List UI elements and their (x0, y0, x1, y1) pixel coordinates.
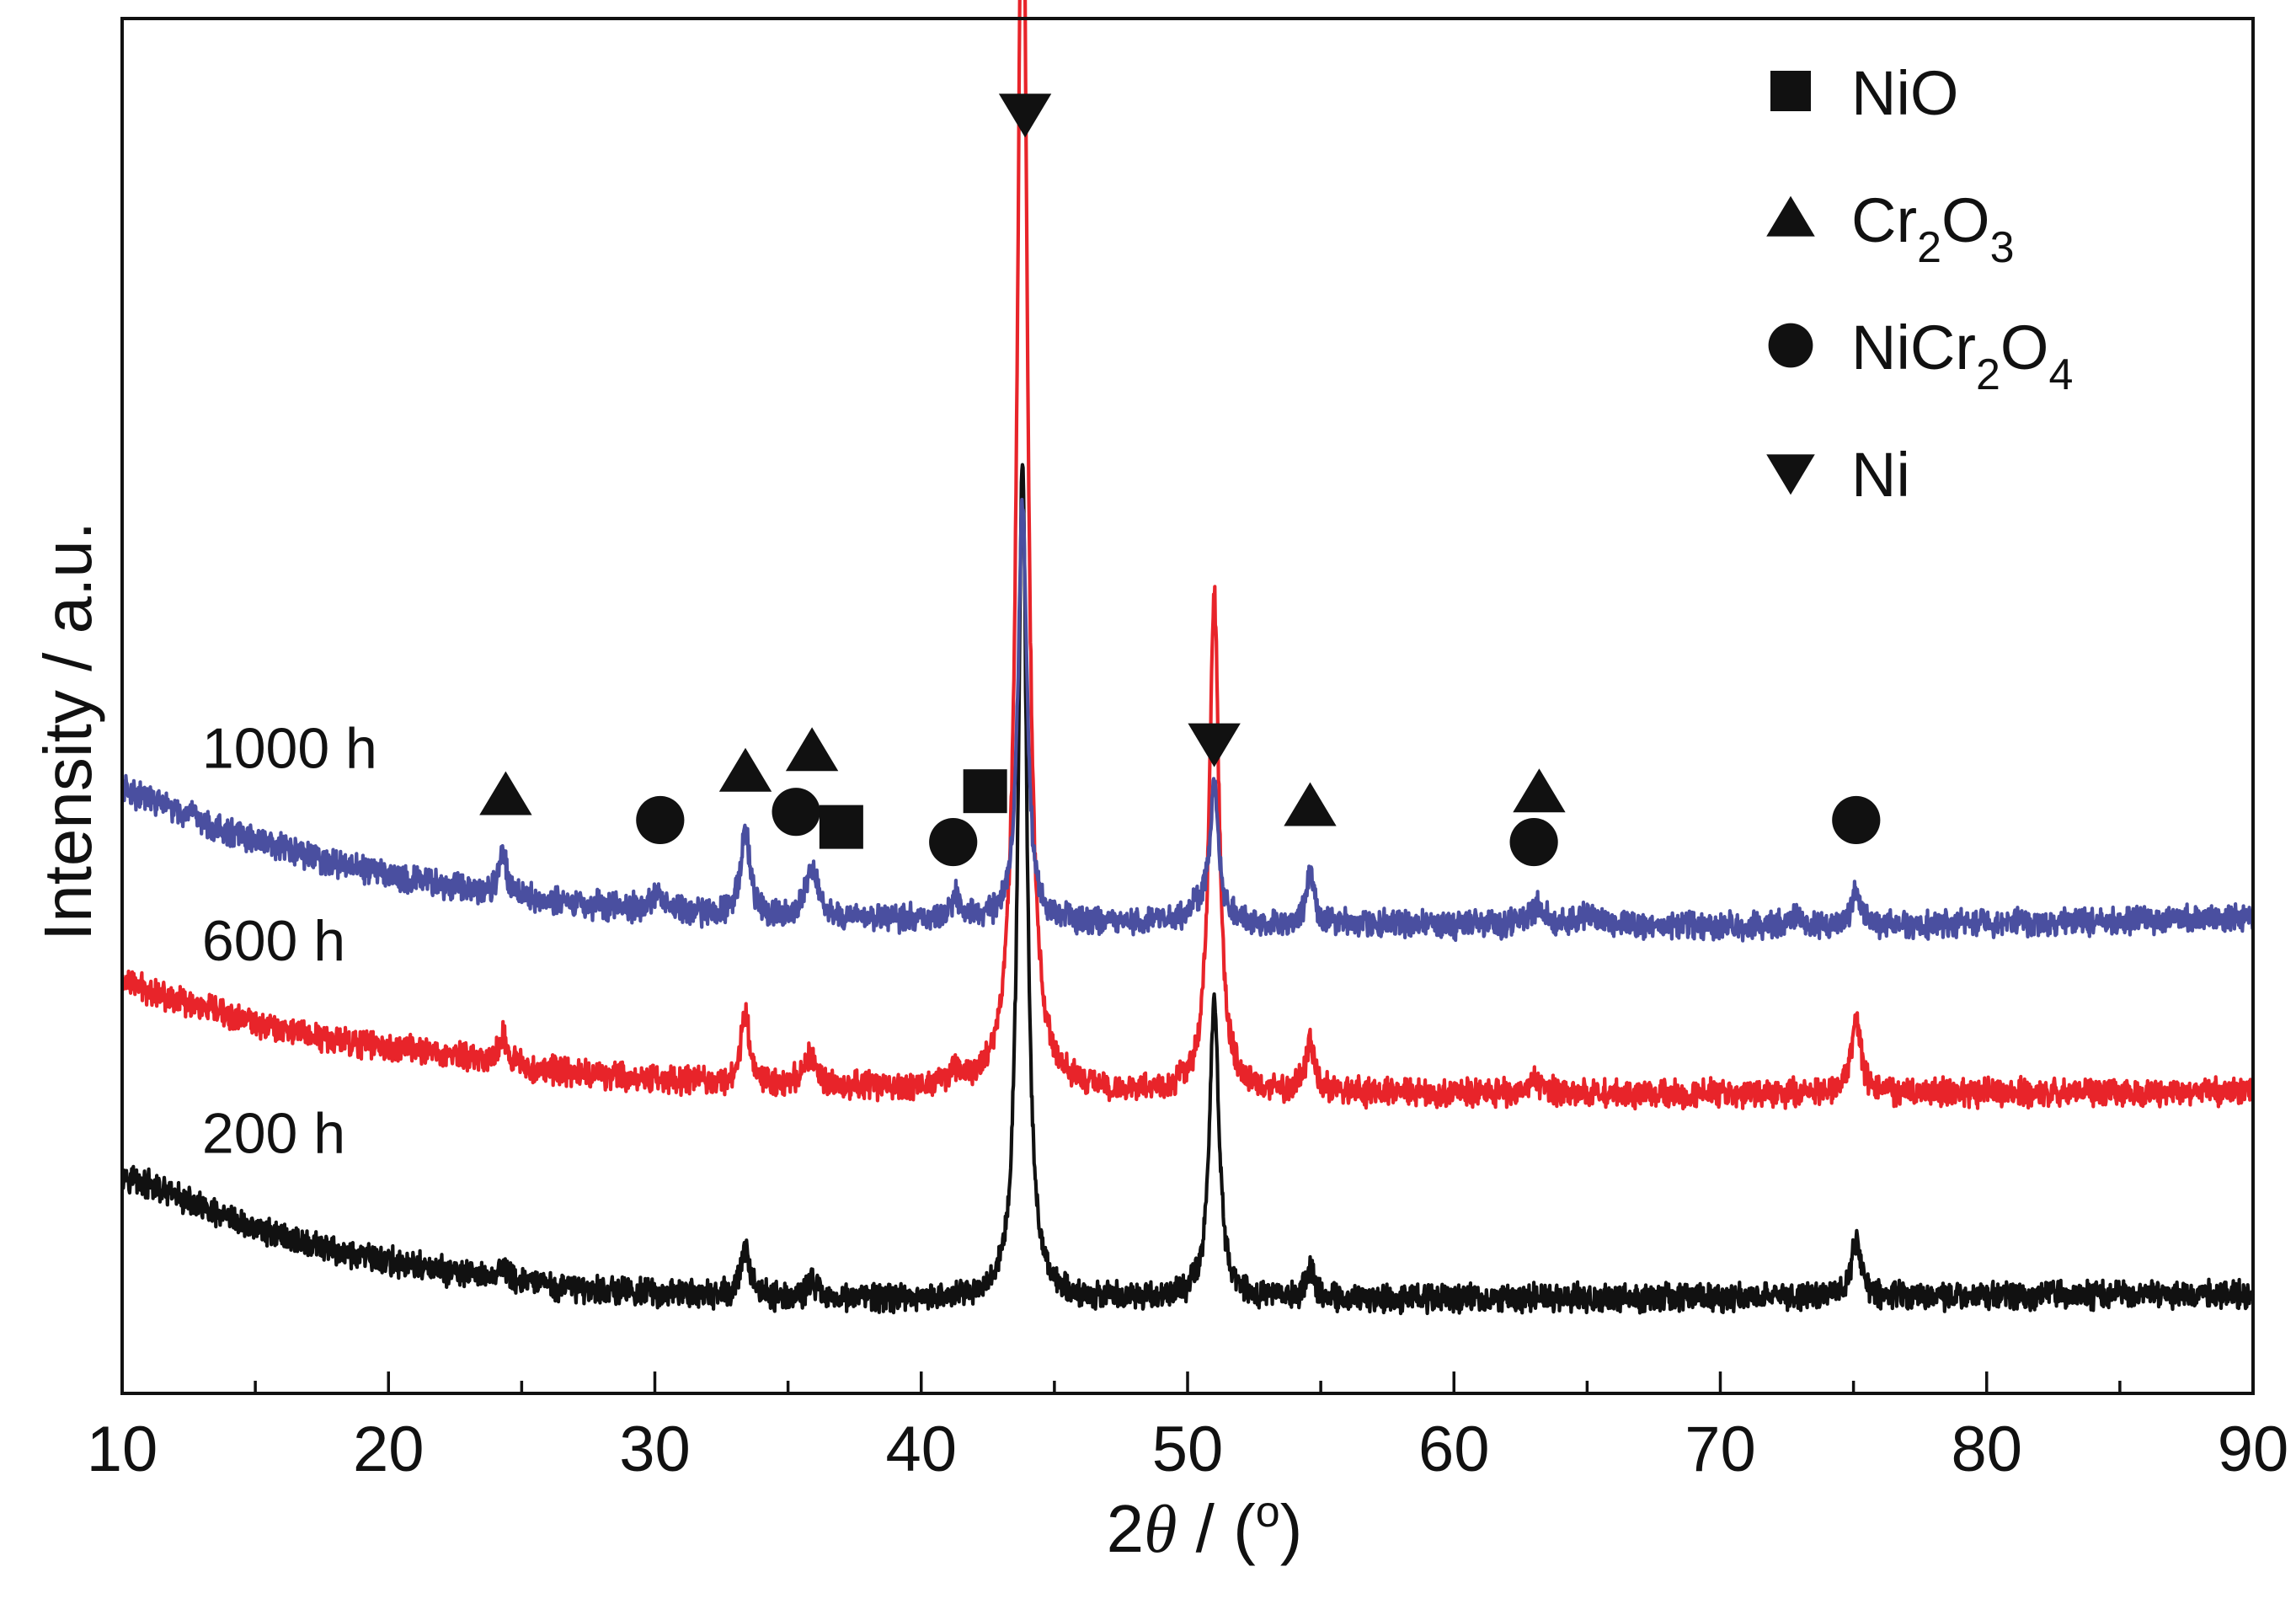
phase-marker-triangle-up-12 (1513, 768, 1566, 813)
x-axis-title-units: / ( (1177, 1491, 1256, 1566)
legend-marker-triangle-up (1766, 195, 1815, 237)
legend-label-part: 2 (1917, 223, 1941, 272)
phase-marker-triangle-up-3 (718, 747, 772, 792)
series-line-2 (120, 0, 2256, 1111)
x-axis-title-close: ) (1280, 1491, 1303, 1566)
legend-label-2: Cr2O3 (1851, 185, 2015, 272)
x-tick-label-20: 20 (353, 1414, 424, 1485)
phase-marker-square-6 (819, 805, 863, 849)
x-tick-label-70: 70 (1685, 1414, 1756, 1485)
phase-marker-circle-14 (1832, 795, 1881, 845)
x-axis-title-theta: θ (1144, 1493, 1177, 1567)
legend-label-part: O (1941, 185, 1990, 255)
legend-label-part: O (2000, 313, 2049, 382)
x-axis-title-degree: o (1256, 1488, 1280, 1537)
legend-label-part: Ni (1851, 440, 1910, 510)
y-axis-title: Intensity / a.u. (30, 521, 105, 941)
legend-marker-triangle-down (1766, 454, 1815, 495)
series-line-1 (120, 462, 2256, 1316)
legend-marker-circle (1768, 323, 1813, 368)
x-tick-label-90: 90 (2218, 1414, 2289, 1485)
x-tick-label-10: 10 (87, 1414, 158, 1485)
legend-label-part: 3 (1990, 223, 2015, 272)
phase-marker-layer (479, 94, 1881, 867)
x-tick-label-50: 50 (1152, 1414, 1224, 1485)
phase-marker-circle-2 (636, 795, 685, 845)
legend-label-4: Ni (1851, 440, 1910, 510)
legend-label-part: 4 (2048, 350, 2073, 399)
series-label-1: 200 h (202, 1101, 345, 1165)
legend-label-part: 2 (1976, 350, 2000, 399)
phase-marker-triangle-up-11 (1284, 782, 1337, 826)
legend-label-3: NiCr2O4 (1851, 313, 2073, 399)
x-tick-label-60: 60 (1418, 1414, 1490, 1485)
phase-marker-triangle-down-9 (998, 94, 1052, 138)
phase-marker-square-8 (963, 769, 1007, 814)
series-label-3: 1000 h (202, 716, 377, 780)
series-line-3 (120, 497, 2256, 943)
phase-marker-triangle-up-1 (479, 771, 532, 815)
legend-label-part: Cr (1851, 185, 1917, 255)
series-layer (120, 0, 2256, 1316)
phase-marker-triangle-up-4 (785, 727, 839, 772)
phase-marker-circle-5 (772, 788, 820, 837)
series-label-2: 600 h (202, 909, 345, 973)
x-tick-label-80: 80 (1951, 1414, 2022, 1485)
series-label-layer: 200 h 600 h 1000 h (202, 716, 377, 1165)
phase-marker-circle-13 (1509, 817, 1558, 867)
legend-label-part: NiO (1851, 58, 1958, 128)
phase-marker-circle-7 (929, 817, 978, 867)
x-axis-title: 2θ / (o) (1107, 1488, 1303, 1567)
legend-label-part: NiCr (1851, 313, 1976, 382)
x-axis-title-prefix: 2 (1107, 1491, 1145, 1566)
phase-marker-triangle-down-10 (1188, 723, 1241, 767)
x-tick-label-40: 40 (885, 1414, 957, 1485)
x-tick-label-30: 30 (619, 1414, 691, 1485)
legend-marker-square (1770, 71, 1811, 111)
legend-label-1: NiO (1851, 58, 1958, 128)
x-axis-ticks: 10 20 30 40 50 60 70 80 90 (87, 1371, 2289, 1485)
